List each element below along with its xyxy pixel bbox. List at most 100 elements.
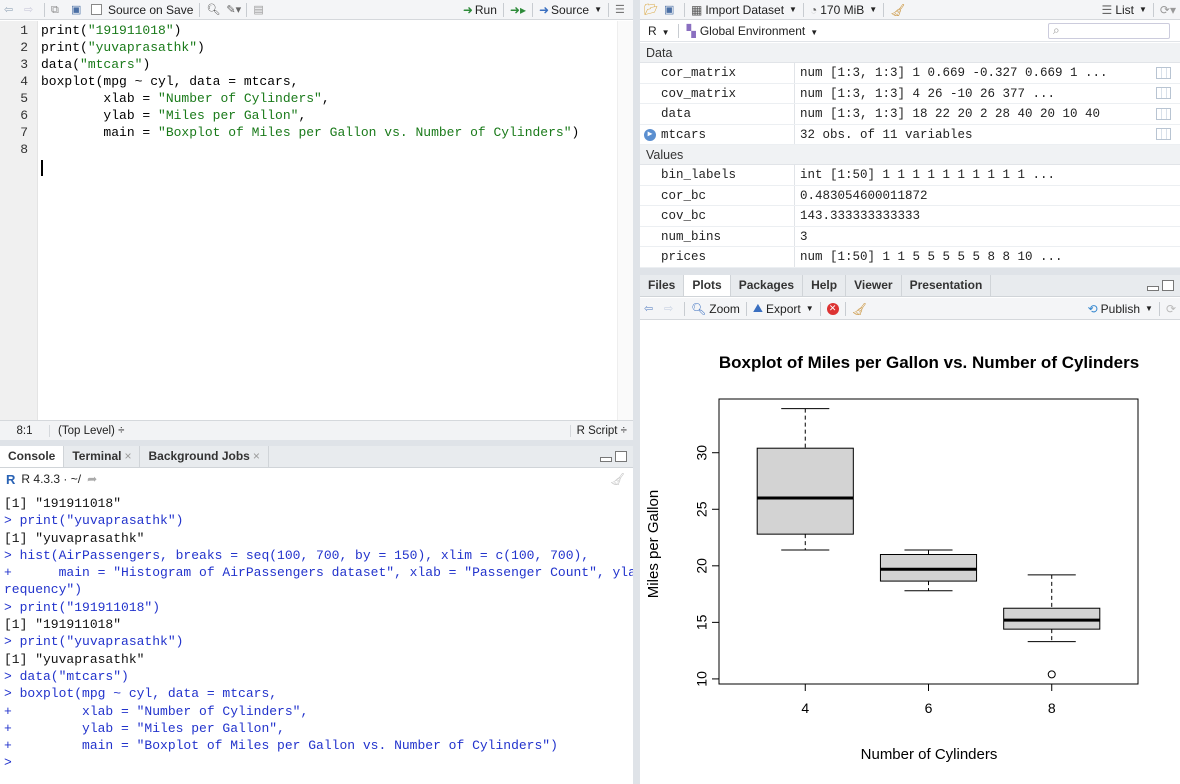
view-list-label: List	[1115, 2, 1134, 17]
tab-background-jobs[interactable]: Background Jobs ×	[140, 446, 269, 467]
environment-row[interactable]: prices num [1:50] 1 1 5 5 5 5 5 8 8 10 ..…	[640, 247, 1180, 268]
environment-toolbar: 📂︎ ▣ ▦ Import Dataset ▼ ◔ 170 MiB ▼ 🧹︎ ☰ List…	[640, 0, 1180, 20]
next-plot-icon[interactable]: ⇨	[664, 302, 674, 315]
filetype-selector[interactable]: R Script ÷	[569, 424, 633, 437]
maximize-pane-icon[interactable]	[1162, 280, 1174, 291]
console-header: R R 4.3.3 · ~/ ➦ 🧹︎	[0, 469, 633, 489]
goto-dir-icon[interactable]: ➦	[87, 472, 98, 486]
tab-label: Plots	[692, 278, 722, 292]
zoom-button[interactable]: 🔍︎ Zoom	[691, 302, 740, 316]
environment-search-input[interactable]: ⌕	[1048, 22, 1170, 39]
refresh-icon[interactable]: ⟳▾	[1159, 2, 1176, 17]
environment-row[interactable]: cor_bc 0.483054600011872	[640, 185, 1180, 206]
refresh-plot-icon[interactable]: ⟳	[1165, 301, 1176, 316]
tab-files[interactable]: Files	[640, 275, 685, 296]
environment-row[interactable]: cov_matrix num [1:3, 1:3] 4 26 -10 26 377…	[640, 83, 1180, 104]
source-editor-pane: ⇦ ⇨ ⧉ ▣ Source on Save 🔍︎ ✎▾ ▤ ➜ Run ➜▸ ➜…	[0, 0, 633, 440]
line-number: 5	[20, 91, 28, 106]
clear-plots-broom-icon[interactable]: 🧹︎	[851, 301, 867, 316]
memory-usage[interactable]: ◔ 170 MiB ▼	[809, 2, 878, 17]
tab-console[interactable]: Console	[0, 446, 65, 467]
clear-broom-icon[interactable]: 🧹︎	[890, 2, 906, 17]
code-token: )	[173, 23, 182, 38]
tab-viewer[interactable]: Viewer	[846, 275, 902, 296]
rerun-icon[interactable]: ➜▸	[509, 2, 526, 17]
list-icon: ☰	[1101, 2, 1113, 17]
env-icon: ▚	[686, 23, 696, 38]
text-cursor	[41, 160, 43, 176]
previous-plot-icon[interactable]: ⇦	[644, 302, 654, 315]
console-pane: Console Terminal × Background Jobs × R R 4…	[0, 446, 633, 784]
view-grid-icon[interactable]	[1155, 87, 1171, 100]
outline-icon[interactable]: ☰	[615, 3, 625, 16]
environment-row[interactable]: num_bins 3	[640, 226, 1180, 247]
import-dataset-button[interactable]: ▦ Import Dataset ▼	[691, 2, 797, 17]
minimize-pane-icon[interactable]	[1147, 286, 1159, 291]
line-number: 2	[20, 40, 28, 55]
tab-label: Help	[811, 278, 838, 292]
view-grid-icon[interactable]	[1155, 107, 1171, 120]
console-output-line: [1] "yuvaprasathk"	[4, 530, 145, 546]
open-workspace-icon[interactable]: 📂︎	[644, 3, 658, 16]
environment-selector[interactable]: ▚ Global Environment ▼	[686, 23, 819, 38]
remove-plot-icon[interactable]: ✕	[826, 302, 839, 315]
console-command-line: >	[4, 755, 20, 771]
compile-report-icon[interactable]: ▤	[253, 3, 264, 16]
variable-name-cell: prices	[640, 247, 795, 267]
tab-plots[interactable]: Plots	[684, 275, 731, 296]
tab-presentation[interactable]: Presentation	[902, 275, 992, 296]
environment-row[interactable]: cor_matrix num [1:3, 1:3] 1 0.669 -0.327 …	[640, 63, 1180, 84]
code-line: 5 xlab = "Number of Cylinders",	[0, 90, 617, 107]
outlier-point	[1047, 670, 1056, 679]
console-output-line: [1] "191911018"	[4, 496, 122, 511]
data-rows: cor_matrix num [1:3, 1:3] 1 0.669 -0.327 …	[640, 63, 1180, 145]
maximize-pane-icon[interactable]	[615, 451, 627, 462]
close-icon[interactable]: ×	[252, 449, 260, 463]
language-selector[interactable]: R ▼	[648, 23, 670, 38]
view-grid-icon[interactable]	[1155, 66, 1171, 79]
variable-name-cell: cor_bc	[640, 185, 795, 205]
variable-name: cor_bc	[661, 188, 707, 203]
console-command-line: > hist(AirPassengers, breaks = seq(100, …	[4, 547, 590, 563]
code-token: print(	[41, 40, 88, 55]
environment-row[interactable]: ▶ mtcars 32 obs. of 11 variables	[640, 124, 1180, 145]
view-list-selector[interactable]: ☰ List ▼	[1101, 2, 1147, 17]
memory-label: 170 MiB	[820, 2, 865, 17]
clear-console-broom-icon[interactable]: 🧹︎	[609, 472, 625, 486]
publish-button[interactable]: ⟲ Publish ▼	[1087, 301, 1153, 316]
console-output-line: [1] "yuvaprasathk"	[4, 651, 145, 667]
variable-name-cell: cov_bc	[640, 206, 795, 226]
export-button[interactable]: ⛰ Export ▼	[752, 301, 814, 316]
scope-selector[interactable]: (Top Level) ÷	[58, 424, 125, 437]
source-on-save-checkbox[interactable]	[91, 4, 102, 15]
tab-help[interactable]: Help	[803, 275, 847, 296]
variable-value: 32 obs. of 11 variables	[800, 127, 973, 142]
minimize-pane-icon[interactable]	[600, 457, 612, 462]
view-grid-icon[interactable]	[1155, 128, 1171, 141]
variable-name: num_bins	[661, 229, 722, 244]
forward-arrow-icon[interactable]: ⇨	[24, 3, 34, 16]
tab-terminal[interactable]: Terminal ×	[64, 446, 141, 467]
code-line: 3 data("mtcars")	[0, 56, 617, 73]
show-in-window-icon[interactable]: ⧉	[51, 3, 59, 16]
x-tick-label: 8	[1048, 700, 1056, 716]
back-arrow-icon[interactable]: ⇦	[4, 3, 14, 16]
tab-label: Packages	[738, 278, 795, 292]
environment-row[interactable]: cov_bc 143.333333333333	[640, 206, 1180, 227]
expand-icon[interactable]: ▶	[644, 128, 656, 141]
editor-scrollbar[interactable]	[617, 21, 633, 420]
save-icon[interactable]: ▣	[71, 3, 82, 16]
code-area[interactable]: 1 print("191911018") 2 print("yuvaprasathk"…	[0, 21, 617, 420]
console-command-line: + main = "Boxplot of Miles per Gallon vs…	[4, 738, 558, 754]
save-workspace-icon[interactable]: ▣	[664, 3, 675, 16]
run-button[interactable]: ➜ Run	[463, 3, 497, 17]
environment-row[interactable]: data num [1:3, 1:3] 18 22 20 2 28 40 20 1…	[640, 104, 1180, 125]
console-output[interactable]: [1] "191911018" > print("yuvaprasathk") [1…	[4, 495, 633, 784]
code-tools-wand-icon[interactable]: ✎▾	[226, 3, 242, 16]
tab-packages[interactable]: Packages	[731, 275, 804, 296]
close-icon[interactable]: ×	[124, 449, 132, 463]
search-icon[interactable]: 🔍︎	[206, 3, 221, 16]
source-button[interactable]: ➜ Source ▼	[538, 2, 602, 17]
environment-row[interactable]: bin_labels int [1:50] 1 1 1 1 1 1 1 1 1 1…	[640, 165, 1180, 186]
variable-value: num [1:3, 1:3] 4 26 -10 26 377 ...	[800, 86, 1056, 101]
